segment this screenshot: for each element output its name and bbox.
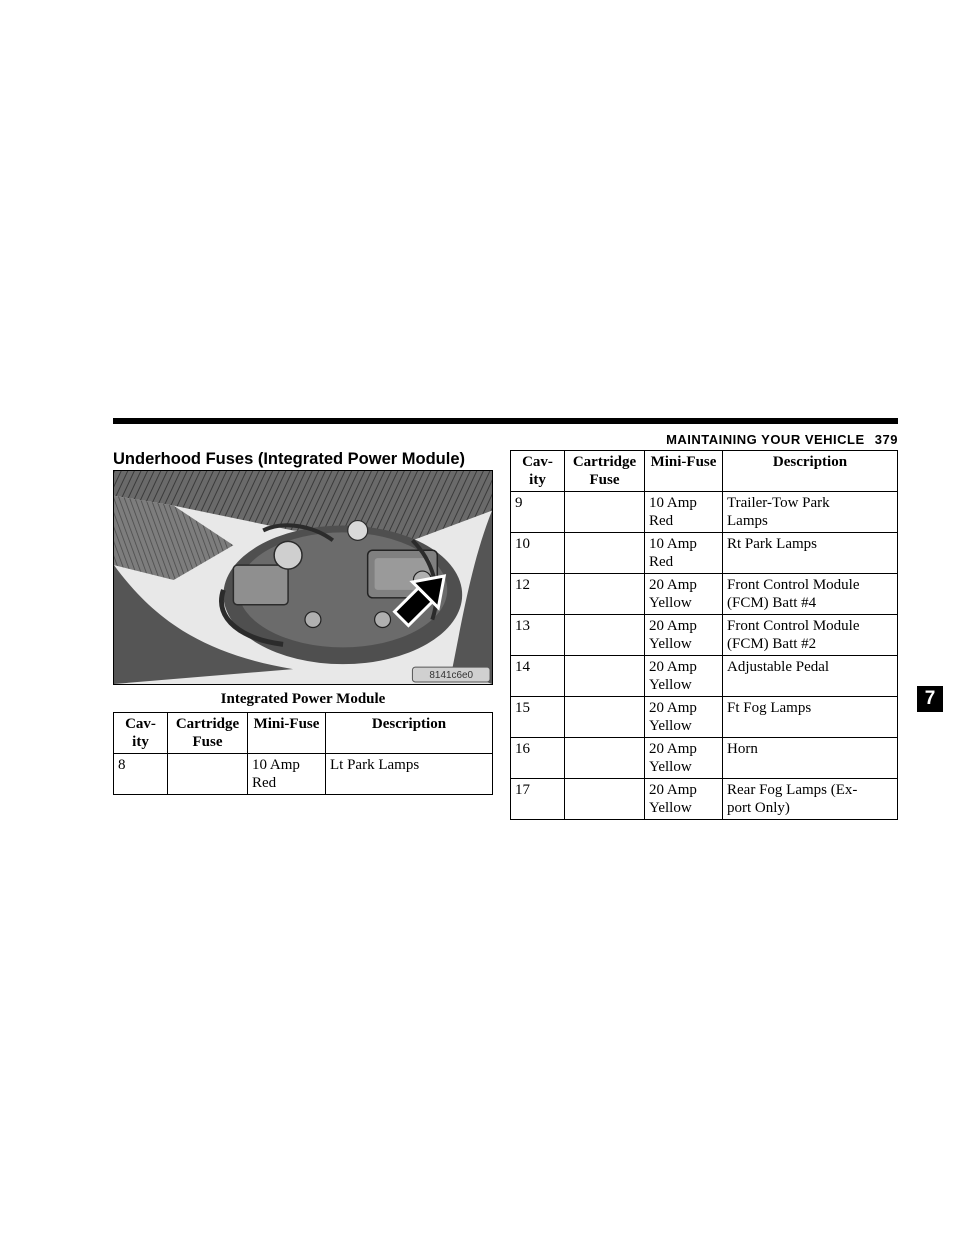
manual-page: MAINTAINING YOUR VEHICLE 379 Underhood F… — [0, 0, 954, 1235]
cell-cavity: 10 — [511, 533, 565, 574]
cell-minifuse: 20 AmpYellow — [645, 574, 723, 615]
fuse-table-left-body: 8 10 AmpRed Lt Park Lamps — [114, 754, 493, 795]
cell-cartridge — [565, 615, 645, 656]
table-header-row: Cav-ity CartridgeFuse Mini-Fuse Descript… — [114, 713, 493, 754]
fuse-table-left: Cav-ity CartridgeFuse Mini-Fuse Descript… — [113, 712, 493, 795]
cell-cartridge — [565, 779, 645, 820]
col-minifuse: Mini-Fuse — [645, 451, 723, 492]
page-number: 379 — [875, 432, 898, 447]
col-cavity: Cav-ity — [114, 713, 168, 754]
engine-figure: 8141c6e0 Integrated Power Module — [113, 470, 493, 708]
cell-description: Adjustable Pedal — [723, 656, 898, 697]
cell-minifuse: 20 AmpYellow — [645, 697, 723, 738]
cell-cavity: 17 — [511, 779, 565, 820]
col-minifuse: Mini-Fuse — [248, 713, 326, 754]
thumb-tab-number: 7 — [925, 688, 936, 710]
cell-cavity: 9 — [511, 492, 565, 533]
cell-description: Trailer-Tow ParkLamps — [723, 492, 898, 533]
cell-description: Rear Fog Lamps (Ex-port Only) — [723, 779, 898, 820]
cell-description: Front Control Module(FCM) Batt #2 — [723, 615, 898, 656]
table-row: 9 10 AmpRed Trailer-Tow ParkLamps — [511, 492, 898, 533]
table-row: 8 10 AmpRed Lt Park Lamps — [114, 754, 493, 795]
cell-cavity: 12 — [511, 574, 565, 615]
cell-cartridge — [565, 492, 645, 533]
cell-description: Front Control Module(FCM) Batt #4 — [723, 574, 898, 615]
figure-caption: Integrated Power Module — [113, 691, 493, 708]
cell-cartridge — [168, 754, 248, 795]
table-header-row: Cav-ity CartridgeFuse Mini-Fuse Descript… — [511, 451, 898, 492]
col-cartridge: CartridgeFuse — [565, 451, 645, 492]
table-row: 12 20 AmpYellow Front Control Module(FCM… — [511, 574, 898, 615]
cell-minifuse: 10 AmpRed — [645, 492, 723, 533]
running-head-text: MAINTAINING YOUR VEHICLE — [666, 432, 865, 447]
cell-cartridge — [565, 533, 645, 574]
fuse-table-right: Cav-ity CartridgeFuse Mini-Fuse Descript… — [510, 450, 898, 820]
cell-cartridge — [565, 697, 645, 738]
cell-description: Ft Fog Lamps — [723, 697, 898, 738]
table-row: 13 20 AmpYellow Front Control Module(FCM… — [511, 615, 898, 656]
col-cartridge: CartridgeFuse — [168, 713, 248, 754]
table-row: 15 20 AmpYellow Ft Fog Lamps — [511, 697, 898, 738]
cell-cavity: 8 — [114, 754, 168, 795]
section-title: Underhood Fuses (Integrated Power Module… — [113, 450, 465, 469]
cell-cartridge — [565, 656, 645, 697]
cell-description: Horn — [723, 738, 898, 779]
table-row: 16 20 AmpYellow Horn — [511, 738, 898, 779]
fuse-table-right-body: 9 10 AmpRed Trailer-Tow ParkLamps 10 10 … — [511, 492, 898, 820]
table-row: 10 10 AmpRed Rt Park Lamps — [511, 533, 898, 574]
cell-minifuse: 20 AmpYellow — [645, 656, 723, 697]
image-code: 8141c6e0 — [429, 670, 473, 681]
cell-minifuse: 20 AmpYellow — [645, 615, 723, 656]
running-head: MAINTAINING YOUR VEHICLE 379 — [666, 432, 898, 447]
cell-cartridge — [565, 738, 645, 779]
section-thumb-tab: 7 — [917, 686, 943, 712]
col-description: Description — [723, 451, 898, 492]
cell-minifuse: 10 AmpRed — [645, 533, 723, 574]
col-description: Description — [326, 713, 493, 754]
header-rule — [113, 418, 898, 424]
engine-bay-illustration: 8141c6e0 — [113, 470, 493, 685]
col-cavity: Cav-ity — [511, 451, 565, 492]
cell-minifuse: 20 AmpYellow — [645, 738, 723, 779]
cell-cavity: 14 — [511, 656, 565, 697]
table-row: 17 20 AmpYellow Rear Fog Lamps (Ex-port … — [511, 779, 898, 820]
cell-cartridge — [565, 574, 645, 615]
cell-description: Lt Park Lamps — [326, 754, 493, 795]
cell-cavity: 13 — [511, 615, 565, 656]
cell-minifuse: 10 AmpRed — [248, 754, 326, 795]
cell-minifuse: 20 AmpYellow — [645, 779, 723, 820]
cell-cavity: 15 — [511, 697, 565, 738]
cell-cavity: 16 — [511, 738, 565, 779]
table-row: 14 20 AmpYellow Adjustable Pedal — [511, 656, 898, 697]
cell-description: Rt Park Lamps — [723, 533, 898, 574]
